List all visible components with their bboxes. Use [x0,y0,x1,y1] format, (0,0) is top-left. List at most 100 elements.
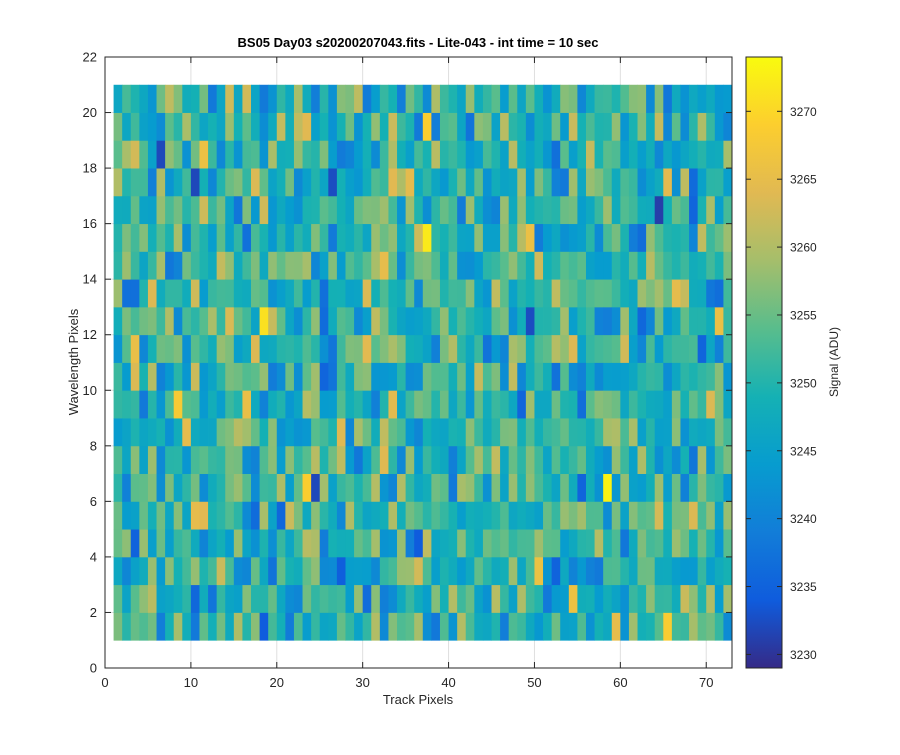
heatmap-cell [276,334,286,363]
heatmap-cell [285,584,295,613]
heatmap-cell [620,556,630,586]
heatmap-cell [637,140,647,169]
heatmap-cell [439,306,449,336]
heatmap-cell [723,445,733,474]
heatmap-cell [208,418,218,447]
heatmap-cell [414,362,424,391]
heatmap-cell [259,584,269,613]
heatmap-cell [422,418,432,447]
heatmap-cell [620,362,630,391]
heatmap-cell [379,445,389,474]
heatmap-cell [543,279,553,308]
heatmap-cell [439,473,449,502]
heatmap-cell [534,473,544,502]
heatmap-cell [663,168,673,197]
heatmap-cell [354,584,364,613]
heatmap-cell [130,556,140,586]
heatmap-cell [122,112,132,141]
heatmap-cell [156,473,166,502]
heatmap-cell [654,84,664,113]
heatmap-cell [336,306,346,336]
heatmap-cell [328,418,338,447]
heatmap-cell [388,501,398,530]
heatmap-cell [251,279,261,308]
heatmap-cell [165,529,175,558]
heatmap-cell [414,418,424,447]
heatmap-cell [543,84,553,113]
heatmap-cell [225,501,235,530]
heatmap-cell [311,418,321,447]
heatmap-cell [585,473,595,502]
heatmap-cell [671,251,681,280]
heatmap-cell [130,279,140,308]
heatmap-cell [311,473,321,502]
heatmap-cell [190,362,200,391]
heatmap-cell [199,195,209,225]
heatmap-cell [689,112,699,141]
heatmap-cell [268,390,278,419]
heatmap-cell [577,140,587,169]
heatmap-cell [543,584,553,613]
heatmap-cell [723,501,733,530]
heatmap-cell [448,501,458,530]
heatmap-cell [603,473,613,502]
heatmap-cell [560,501,570,530]
heatmap-cell [293,418,303,447]
heatmap-cell [680,362,690,391]
heatmap-cell [311,195,321,225]
heatmap-cell [122,362,132,391]
heatmap-cell [225,306,235,336]
heatmap-cell [388,362,398,391]
heatmap-cell [156,584,166,613]
heatmap-cell [646,140,656,169]
heatmap-cell [414,251,424,280]
heatmap-cell [646,195,656,225]
heatmap-cell [156,612,166,641]
heatmap-cell [448,556,458,586]
heatmap-cell [560,584,570,613]
heatmap-cell [422,445,432,474]
heatmap-cell [568,529,578,558]
heatmap-cell [551,501,561,530]
heatmap-cell [345,362,355,391]
heatmap-cell [328,279,338,308]
heatmap-cell [345,140,355,169]
heatmap-cell [156,223,166,252]
heatmap-cell [474,473,484,502]
heatmap-cell [414,529,424,558]
heatmap-cell [465,334,475,363]
heatmap-cell [671,473,681,502]
heatmap-cell [543,529,553,558]
heatmap-cell [362,390,372,419]
heatmap-cell [276,195,286,225]
heatmap-cell [379,112,389,141]
heatmap-cell [654,501,664,530]
heatmap-cell [122,334,132,363]
heatmap-cell [302,223,312,252]
heatmap-cell [474,195,484,225]
heatmap-cell [285,251,295,280]
heatmap-cell [577,584,587,613]
heatmap-cell [517,584,527,613]
heatmap-cell [242,195,252,225]
heatmap-cell [328,334,338,363]
heatmap-cell [156,195,166,225]
heatmap-cell [139,556,149,586]
heatmap-cell [251,529,261,558]
heatmap-cell [474,140,484,169]
heatmap-cell [482,556,492,586]
heatmap-cell [620,390,630,419]
heatmap-cell [199,223,209,252]
heatmap-cell [199,334,209,363]
heatmap-cell [130,251,140,280]
y-tick-label: 4 [90,549,97,564]
heatmap-cell [714,112,724,141]
heatmap-cell [251,501,261,530]
heatmap-cell [448,418,458,447]
heatmap-cell [465,390,475,419]
heatmap-cell [431,473,441,502]
heatmap-cell [474,418,484,447]
heatmap-cell [182,195,192,225]
heatmap-cell [568,362,578,391]
